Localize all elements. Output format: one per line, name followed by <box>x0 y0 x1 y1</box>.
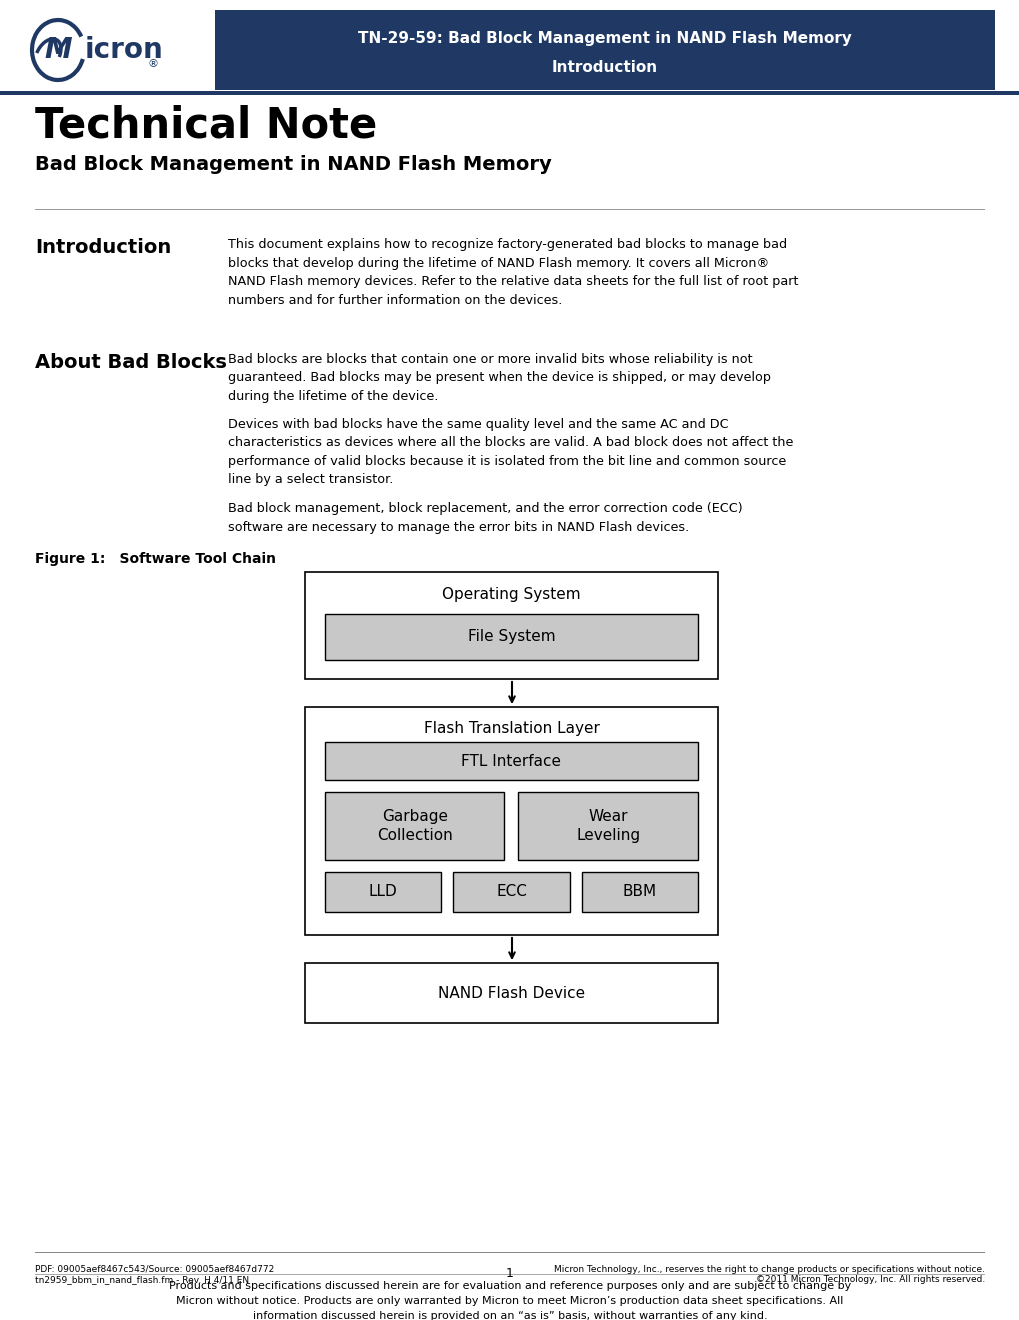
Bar <box>581 873 697 912</box>
Text: ECC: ECC <box>495 884 527 899</box>
Text: BBM: BBM <box>623 884 656 899</box>
Bar <box>35 209 984 210</box>
Text: This document explains how to recognize factory-generated bad blocks to manage b: This document explains how to recognize … <box>228 238 798 306</box>
Text: Figure 1:: Figure 1: <box>35 552 105 566</box>
Bar <box>325 792 504 861</box>
Text: Bad blocks are blocks that contain one or more invalid bits whose reliability is: Bad blocks are blocks that contain one o… <box>228 352 770 403</box>
Text: 1: 1 <box>505 1267 514 1280</box>
Text: Products and specifications discussed herein are for evaluation and reference pu: Products and specifications discussed he… <box>169 1280 850 1320</box>
Bar <box>452 873 569 912</box>
Bar <box>325 614 697 660</box>
Bar <box>0 91 1019 95</box>
Text: tn2959_bbm_in_nand_flash.fm - Rev. H 4/11 EN: tn2959_bbm_in_nand_flash.fm - Rev. H 4/1… <box>35 1275 249 1284</box>
Text: Software Tool Chain: Software Tool Chain <box>100 552 276 566</box>
Text: About Bad Blocks: About Bad Blocks <box>35 352 226 372</box>
Text: M: M <box>44 36 71 63</box>
Text: Micron Technology, Inc., reserves the right to change products or specifications: Micron Technology, Inc., reserves the ri… <box>553 1265 984 1274</box>
Bar <box>518 792 697 861</box>
Text: Flash Translation Layer: Flash Translation Layer <box>423 722 599 737</box>
Bar <box>215 11 994 90</box>
Text: TN-29-59: Bad Block Management in NAND Flash Memory: TN-29-59: Bad Block Management in NAND F… <box>358 30 851 45</box>
Text: File System: File System <box>468 630 554 644</box>
Bar <box>305 964 717 1023</box>
Bar <box>305 572 717 678</box>
Text: LLD: LLD <box>369 884 397 899</box>
Text: NAND Flash Device: NAND Flash Device <box>437 986 585 1001</box>
Bar <box>325 742 697 780</box>
Text: PDF: 09005aef8467c543/Source: 09005aef8467d772: PDF: 09005aef8467c543/Source: 09005aef84… <box>35 1265 274 1274</box>
Bar <box>325 873 441 912</box>
Text: ®: ® <box>148 59 159 69</box>
Text: Operating System: Operating System <box>442 586 580 602</box>
Text: Bad Block Management in NAND Flash Memory: Bad Block Management in NAND Flash Memor… <box>35 156 551 174</box>
Text: Technical Note: Technical Note <box>35 104 377 147</box>
Text: Garbage
Collection: Garbage Collection <box>376 809 452 843</box>
Text: FTL Interface: FTL Interface <box>461 754 560 768</box>
Text: icron: icron <box>85 36 164 63</box>
Text: Introduction: Introduction <box>35 238 171 257</box>
Bar <box>305 708 717 935</box>
Text: Devices with bad blocks have the same quality level and the same AC and DC
chara: Devices with bad blocks have the same qu… <box>228 418 793 487</box>
Text: ©2011 Micron Technology, Inc. All rights reserved.: ©2011 Micron Technology, Inc. All rights… <box>755 1275 984 1284</box>
Text: Bad block management, block replacement, and the error correction code (ECC)
sof: Bad block management, block replacement,… <box>228 502 742 533</box>
Text: Introduction: Introduction <box>551 61 657 75</box>
Text: Wear
Leveling: Wear Leveling <box>576 809 640 843</box>
